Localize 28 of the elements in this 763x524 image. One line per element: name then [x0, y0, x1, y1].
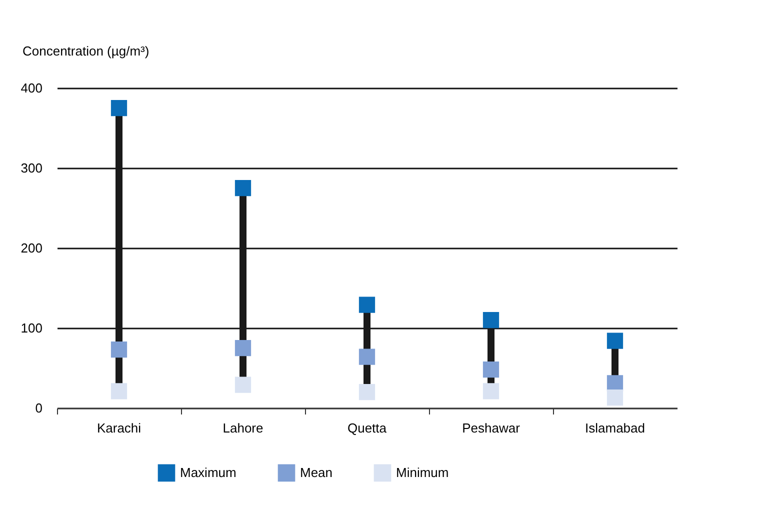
legend-label: Mean	[300, 464, 333, 480]
y-tick-label: 300	[20, 160, 42, 176]
y-tick-label: 200	[20, 240, 42, 256]
x-tick-label: Islamabad	[585, 420, 645, 436]
point	[234, 376, 252, 393]
point	[110, 100, 128, 116]
x-tick-label: Quetta	[347, 420, 388, 436]
y-tick-label: 100	[20, 320, 42, 336]
legend-label: Minimum	[396, 464, 449, 480]
legend-label: Maximum	[180, 464, 236, 480]
point	[234, 180, 252, 196]
point	[110, 383, 128, 400]
x-tick-label: Lahore	[222, 420, 264, 436]
point	[358, 348, 376, 365]
point	[234, 340, 252, 356]
y-tick-label: 400	[20, 80, 42, 96]
x-tick-label: Peshawar	[462, 420, 521, 436]
point	[482, 383, 500, 400]
point	[358, 384, 376, 400]
y-tick-label: 0	[35, 400, 42, 416]
point	[606, 332, 624, 349]
x-tick-label: Karachi	[96, 420, 142, 436]
y-axis-title: Concentration (µg/m³)	[22, 44, 150, 58]
point	[358, 296, 376, 313]
point	[110, 342, 128, 358]
point	[482, 362, 500, 378]
point	[606, 390, 624, 406]
point	[482, 312, 500, 328]
